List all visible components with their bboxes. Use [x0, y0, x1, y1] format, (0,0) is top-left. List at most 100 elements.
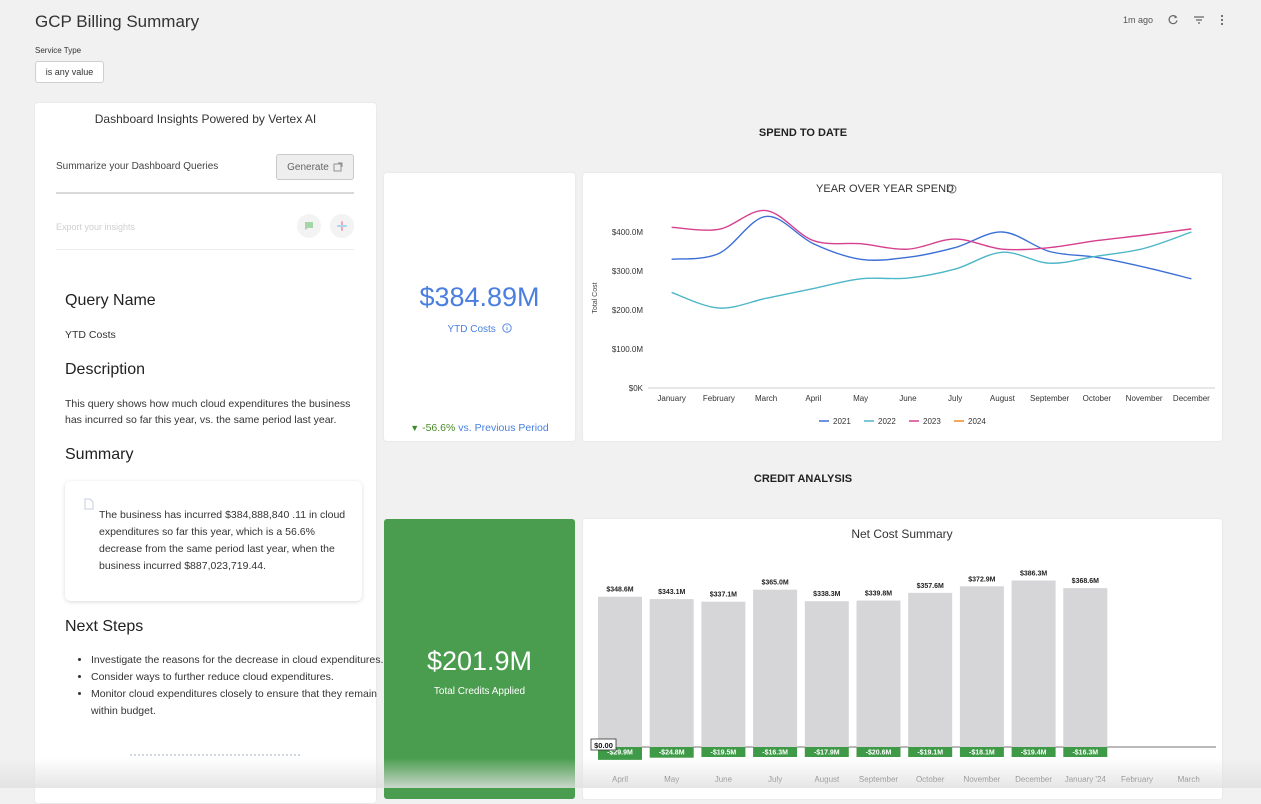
x-tick-label: April	[612, 775, 628, 784]
credits-value: $201.9M	[426, 646, 533, 676]
credit-bar-label: -$20.6M	[866, 750, 892, 757]
divider	[56, 192, 354, 194]
loading-dots	[130, 754, 300, 756]
summarize-prompt: Summarize your Dashboard Queries	[56, 161, 219, 172]
info-icon[interactable]	[501, 323, 512, 333]
cost-bar[interactable]	[701, 601, 746, 747]
cost-bar[interactable]	[804, 601, 849, 747]
refresh-icon[interactable]	[1167, 14, 1179, 26]
list-item: Investigate the reasons for the decrease…	[91, 652, 391, 669]
google-chat-icon[interactable]	[297, 214, 321, 238]
net-cost-chart[interactable]: Net Cost Summary $348.6M -$29.9M April $343…	[583, 519, 1222, 799]
net-cost-chart-card: Net Cost Summary $348.6M -$29.9M April $343…	[583, 519, 1222, 799]
series-line-2021[interactable]	[671, 215, 1192, 280]
credit-bar[interactable]	[1063, 747, 1108, 757]
open-in-new-icon	[333, 162, 343, 172]
x-tick-label: August	[990, 394, 1016, 403]
cost-bar-label: $343.1M	[658, 589, 685, 596]
x-tick-label: June	[715, 775, 733, 784]
ytd-costs-tile[interactable]: $384.89M YTD Costs ▼ -56.6% vs. Previous…	[384, 173, 575, 441]
x-tick-label: January	[657, 394, 685, 403]
credit-bar[interactable]	[701, 747, 746, 757]
x-tick-label: September	[859, 775, 898, 784]
last-refresh-text: 1m ago	[1122, 15, 1153, 25]
credit-bar-label: -$16.3M	[762, 750, 788, 757]
ytd-value: $384.89M	[419, 282, 540, 312]
description-text: This query shows how much cloud expendit…	[65, 398, 351, 426]
y-tick-label: $400.0M	[612, 228, 643, 237]
next-steps-heading: Next Steps	[65, 618, 144, 635]
cost-bar[interactable]	[908, 592, 953, 747]
cost-bar[interactable]	[753, 589, 798, 747]
more-vert-icon[interactable]	[1219, 14, 1225, 26]
chart-title: YEAR OVER YEAR SPEND	[816, 183, 954, 195]
query-name-value: YTD Costs	[65, 329, 116, 341]
summary-card: The business has incurred $384,888,840 .…	[65, 481, 362, 601]
y-tick-label: $0K	[629, 384, 644, 393]
x-tick-label: August	[814, 775, 840, 784]
legend-label[interactable]: 2023	[923, 417, 941, 426]
credit-bar[interactable]	[649, 747, 694, 758]
divider	[56, 249, 354, 250]
credit-bar-label: -$18.1M	[969, 750, 995, 757]
credit-bar[interactable]	[959, 747, 1004, 757]
list-item: Consider ways to further reduce cloud ex…	[91, 669, 391, 686]
x-tick-label: January '24	[1065, 775, 1107, 784]
x-tick-label: February	[1121, 775, 1153, 784]
x-tick-label: November	[963, 775, 1000, 784]
credit-bar-label: -$17.9M	[814, 750, 840, 757]
x-tick-label: May	[853, 394, 868, 403]
credit-bar[interactable]	[1011, 747, 1056, 757]
generate-button[interactable]: Generate	[276, 154, 354, 180]
info-icon[interactable]	[947, 184, 957, 194]
cost-bar[interactable]	[1011, 580, 1056, 748]
series-line-2023[interactable]	[671, 209, 1192, 251]
x-tick-label: October	[1083, 394, 1112, 403]
cost-bar[interactable]	[598, 596, 642, 747]
slack-icon[interactable]	[330, 214, 354, 238]
x-tick-label: December	[1173, 394, 1210, 403]
generate-label: Generate	[287, 161, 329, 173]
ytd-change-label: vs. Previous Period	[458, 422, 549, 434]
cost-bar[interactable]	[856, 600, 901, 747]
filter-icon[interactable]	[1193, 14, 1205, 26]
cost-bar-label: $365.0M	[761, 580, 788, 587]
ytd-label: YTD Costs	[447, 324, 496, 335]
service-type-filter[interactable]: is any value	[35, 61, 104, 83]
insights-title: Dashboard Insights Powered by Vertex AI	[94, 112, 317, 126]
query-name-heading: Query Name	[65, 292, 156, 309]
y-axis-label: Total Cost	[592, 282, 599, 313]
credit-bar[interactable]	[753, 747, 798, 757]
chart-title: Net Cost Summary	[851, 527, 952, 541]
legend-label[interactable]: 2021	[833, 417, 851, 426]
zero-value-label: $0.00	[590, 738, 617, 751]
x-tick-label: May	[664, 775, 679, 784]
legend-label[interactable]: 2024	[968, 417, 986, 426]
insights-panel: Dashboard Insights Powered by Vertex AI …	[35, 103, 383, 803]
cost-bar-label: $339.8M	[865, 591, 892, 598]
y-tick-label: $200.0M	[612, 306, 643, 315]
cost-bar[interactable]	[959, 586, 1004, 747]
credit-bar-label: -$19.5M	[711, 750, 737, 757]
series-line-2022[interactable]	[671, 231, 1192, 309]
description-heading: Description	[65, 361, 146, 378]
credit-bar[interactable]	[908, 747, 953, 757]
credit-bar[interactable]	[804, 747, 849, 757]
y-tick-label: $100.0M	[612, 345, 643, 354]
credit-bar[interactable]	[856, 747, 901, 757]
credit-bar-label: -$19.1M	[917, 750, 943, 757]
cost-bar-label: $372.9M	[968, 576, 995, 583]
yoy-spend-chart[interactable]: YEAR OVER YEAR SPEND Total Cost $0K $100.…	[583, 173, 1222, 441]
header-toolbar: 1m ago	[1123, 14, 1225, 26]
export-label: Export your insights	[56, 222, 136, 232]
cost-bar[interactable]	[1063, 588, 1108, 747]
document-icon	[84, 498, 94, 510]
x-tick-label: March	[1178, 775, 1200, 784]
total-credits-tile[interactable]: $201.9M Total Credits Applied	[384, 519, 575, 799]
x-tick-label: November	[1126, 394, 1163, 403]
legend-label[interactable]: 2022	[878, 417, 896, 426]
cost-bar[interactable]	[649, 599, 694, 747]
x-tick-label: March	[755, 394, 777, 403]
summary-heading: Summary	[65, 446, 134, 463]
x-tick-label: July	[768, 775, 782, 784]
